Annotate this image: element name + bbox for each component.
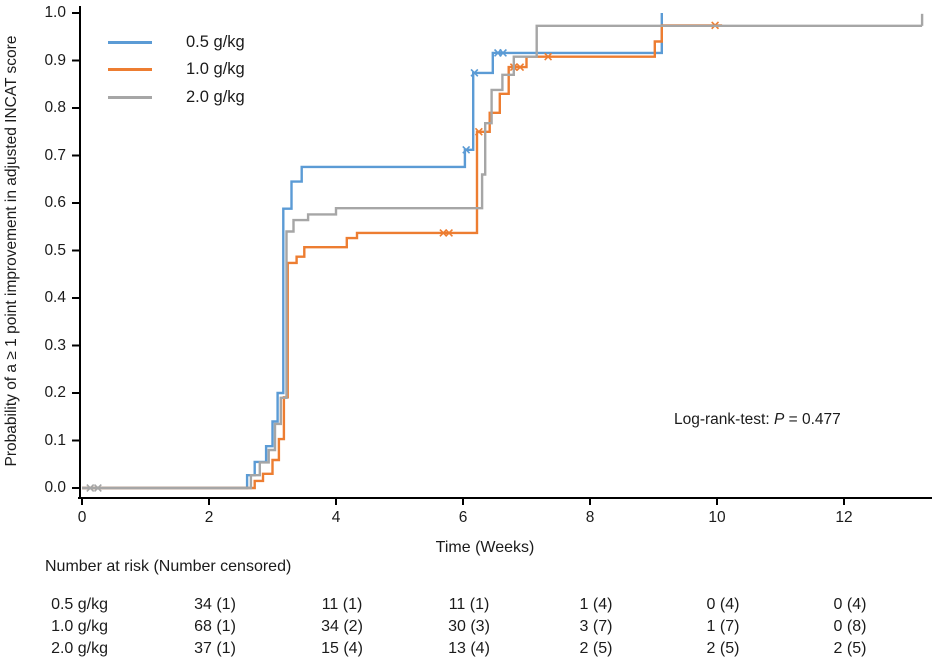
x-tick-label: 6 <box>458 509 468 526</box>
y-tick-label: 0.4 <box>44 289 66 306</box>
logrank-annotation: Log-rank-test: P = 0.477 <box>674 411 841 429</box>
censor-mark <box>445 228 453 237</box>
legend-item-0.5-g-kg: 0.5 g/kg <box>108 31 245 53</box>
risk-cell: 2 (5) <box>833 640 867 657</box>
censor-mark <box>516 63 525 72</box>
x-tick-label: 4 <box>331 509 341 526</box>
legend-item-2.0-g-kg: 2.0 g/kg <box>108 86 245 108</box>
y-tick-label: 1.0 <box>44 4 66 21</box>
risk-cell: 0 (8) <box>833 618 867 635</box>
logrank-value: = 0.477 <box>784 411 841 428</box>
censor-mark <box>470 68 479 77</box>
legend-label: 1.0 g/kg <box>186 60 245 78</box>
legend-label: 2.0 g/kg <box>186 87 245 106</box>
y-tick-label: 0.5 <box>44 241 66 259</box>
x-tick-label: 0 <box>77 509 87 526</box>
x-tick-label: 8 <box>585 509 595 526</box>
x-tick-label: 12 <box>835 509 853 526</box>
risk-cell: 34 (1) <box>194 596 236 613</box>
y-tick-label: 0.0 <box>44 479 66 496</box>
censor-mark <box>499 48 507 57</box>
x-tick-label: 2 <box>204 509 214 526</box>
legend-line-swatch <box>108 40 152 44</box>
censor-mark <box>439 228 448 237</box>
risk-cell: 1 (4) <box>579 596 613 613</box>
risk-cell: 15 (4) <box>321 640 363 657</box>
x-axis-title: Time (Weeks) <box>435 539 535 556</box>
km-plot-canvas <box>72 6 932 505</box>
risk-row-label: 2.0 g/kg <box>51 640 108 657</box>
risk-cell: 2 (5) <box>706 640 740 657</box>
legend-line-swatch <box>108 95 152 99</box>
logrank-p-symbol: P <box>773 411 785 428</box>
km-curve-2.0-g-kg <box>82 24 923 490</box>
risk-cell: 68 (1) <box>194 618 236 635</box>
risk-cell: 11 (1) <box>448 596 490 613</box>
risk-row-label: 1.0 g/kg <box>51 618 108 635</box>
legend-label: 0.5 g/kg <box>186 32 245 51</box>
risk-cell: 2 (5) <box>579 640 613 657</box>
y-tick-label: 0.2 <box>44 384 66 401</box>
risk-cell: 37 (1) <box>194 640 236 657</box>
y-tick-label: 0.1 <box>44 431 66 449</box>
km-curve-1.0-g-kg <box>82 24 723 490</box>
censor-mark <box>462 145 471 154</box>
censor-mark <box>544 52 553 61</box>
risk-cell: 13 (4) <box>448 640 490 657</box>
risk-cell: 1 (7) <box>706 618 740 635</box>
y-tick-label: 0.8 <box>44 99 66 116</box>
risk-cell: 0 (4) <box>706 596 740 613</box>
y-tick-label: 0.6 <box>44 194 66 211</box>
risk-table-header: Number at risk (Number censored) <box>45 558 292 575</box>
censor-mark <box>474 127 483 136</box>
y-axis-title: Probability of a ≥ 1 point improvement i… <box>3 35 20 467</box>
y-tick-label: 0.9 <box>44 51 66 69</box>
risk-cell: 0 (4) <box>833 596 867 613</box>
legend-line-swatch <box>108 68 152 71</box>
km-curve-0.5-g-kg <box>82 13 663 490</box>
y-tick-label: 0.3 <box>44 336 66 354</box>
x-tick-label: 10 <box>708 509 726 526</box>
logrank-prefix: Log-rank-test: <box>674 411 774 428</box>
risk-cell: 11 (1) <box>321 596 363 613</box>
legend-item-1.0-g-kg: 1.0 g/kg <box>108 59 245 81</box>
censor-mark <box>93 484 102 492</box>
y-tick-label: 0.7 <box>44 146 66 164</box>
risk-cell: 30 (3) <box>448 618 490 635</box>
censor-mark <box>86 484 95 492</box>
risk-row-label: 0.5 g/kg <box>51 596 108 613</box>
risk-cell: 3 (7) <box>579 618 613 635</box>
risk-cell: 34 (2) <box>321 618 363 635</box>
